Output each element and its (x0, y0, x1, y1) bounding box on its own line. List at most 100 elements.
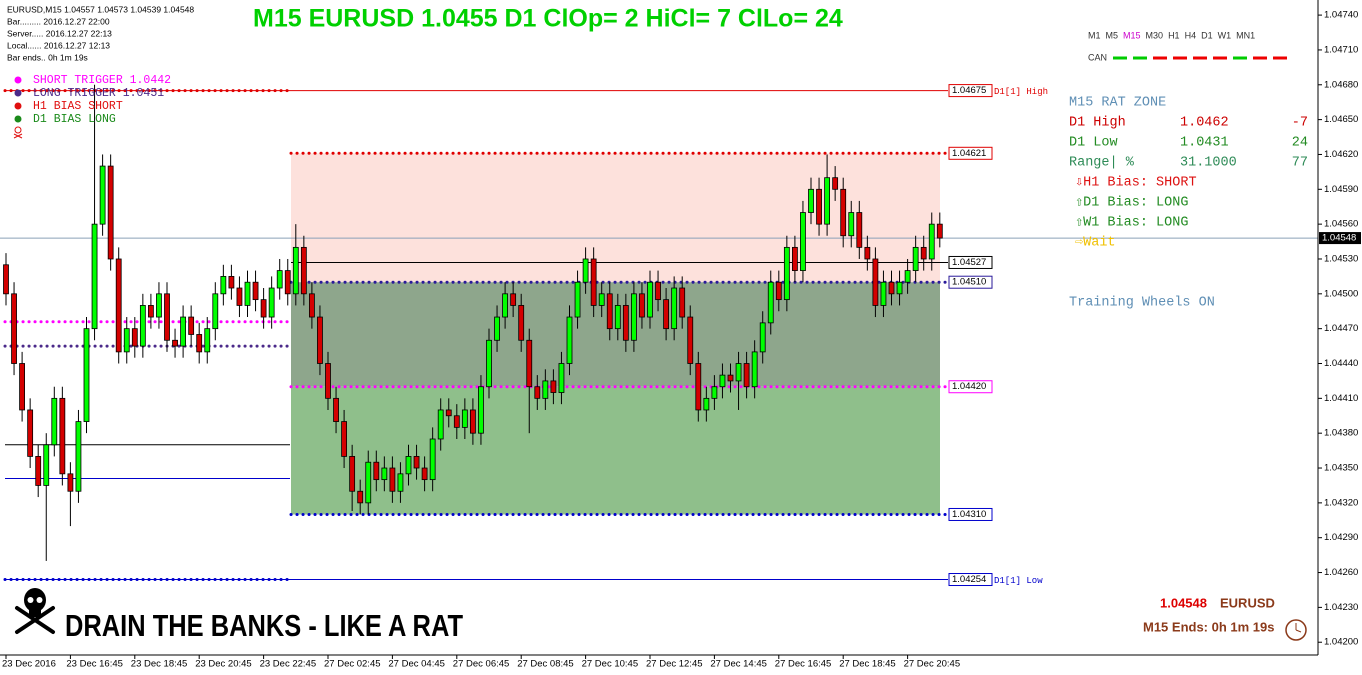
candle-body (792, 246, 798, 271)
candle-body (131, 328, 138, 347)
zones (291, 153, 940, 515)
candle-body (703, 397, 710, 411)
candle-body (888, 281, 895, 295)
x-tick-label: 27 Dec 02:45 (324, 659, 381, 670)
candle-body (413, 456, 420, 469)
panel-title: M15 RAT ZONE (1069, 96, 1166, 111)
candle-body (864, 246, 871, 260)
y-tick-label: 1.04230 (1324, 602, 1358, 613)
skull-icon (15, 588, 55, 634)
candle-body (671, 287, 678, 330)
candle-body (300, 246, 307, 295)
level-tag: D1[1] Low (994, 576, 1043, 586)
candle-body (83, 328, 90, 422)
candle-body (27, 409, 34, 457)
candle-body (856, 212, 863, 248)
x-tick-label: 23 Dec 22:45 (260, 659, 317, 670)
panel-cell: 77 (1292, 156, 1308, 171)
candle-body (832, 177, 839, 190)
panel-cell: Range| % (1069, 156, 1135, 171)
legend-dot (14, 89, 22, 97)
skull (24, 588, 46, 612)
level-label-box (948, 146, 993, 160)
x-tick-label: 27 Dec 06:45 (453, 659, 510, 670)
candle-body (19, 363, 26, 411)
x-tick-label: 23 Dec 18:45 (131, 659, 188, 670)
candle-body (188, 316, 195, 335)
candle-body (115, 258, 122, 353)
timeframe-button[interactable]: H1 (1168, 30, 1180, 40)
candle-body (308, 293, 315, 318)
candle-body (542, 380, 549, 399)
x-tick-label: 27 Dec 08:45 (517, 659, 574, 670)
y-tick-label: 1.04290 (1324, 532, 1358, 543)
candle-body (325, 363, 331, 399)
legend-label: LONG TRIGGER 1.0451 (33, 87, 164, 100)
candle-body (880, 281, 887, 306)
candle-body (912, 246, 919, 271)
candle-body (429, 438, 436, 481)
candle-body (614, 305, 621, 330)
timeframe-button[interactable]: MN1 (1236, 30, 1255, 40)
candle-body (590, 258, 597, 306)
panel-cell: -7 (1292, 116, 1308, 131)
eye (36, 597, 43, 603)
candle-body (647, 281, 653, 318)
candle-body (767, 281, 774, 324)
zone (291, 282, 940, 387)
y-tick-label: 1.04260 (1324, 567, 1358, 578)
candle-body (800, 212, 806, 271)
timeframe-button[interactable]: M5 (1106, 30, 1119, 40)
candle-body (59, 397, 66, 475)
candle-body (679, 287, 686, 318)
candle-body (317, 316, 323, 364)
candle-body (928, 223, 935, 260)
candle-body (639, 293, 645, 318)
x-tick-label: 27 Dec 10:45 (582, 659, 639, 670)
candle-body (107, 165, 114, 260)
candle-body (139, 305, 146, 347)
candle-body (783, 246, 790, 301)
timeframe-button[interactable]: M15 (1123, 30, 1141, 40)
candle-body (445, 409, 452, 417)
info-line: EURUSD,M15 1.04557 1.04573 1.04539 1.045… (7, 4, 194, 14)
y-tick-label: 1.04590 (1324, 184, 1358, 195)
timeframe-button[interactable]: W1 (1218, 30, 1232, 40)
candle-body (816, 188, 822, 225)
candle-body (172, 339, 178, 347)
candle-body (872, 258, 879, 306)
candle-body (373, 461, 380, 481)
overlay: EURUSD,M15 1.04557 1.04573 1.04539 1.045… (7, 4, 1308, 250)
candle-body (478, 386, 484, 434)
x-tick-label: 27 Dec 18:45 (839, 659, 896, 670)
timeframe-button[interactable]: M30 (1146, 30, 1164, 40)
bias-line: ⇩H1 Bias: SHORT (1075, 176, 1197, 191)
candle-body (147, 305, 154, 318)
panel-cell: 1.0431 (1180, 136, 1229, 151)
candle-body (35, 456, 42, 486)
y-tick-label: 1.04320 (1324, 497, 1358, 508)
candle-body (848, 212, 855, 237)
candle-body (808, 188, 814, 213)
timeframe-button[interactable]: H4 (1185, 30, 1197, 40)
candle-body (292, 246, 299, 295)
candle-body (486, 339, 492, 388)
legend-dot (14, 76, 22, 84)
candle-body (631, 293, 637, 341)
bias-line: ⇨Wait (1075, 236, 1116, 251)
candle-body (453, 415, 460, 428)
footer-bar-ends: M15 Ends: 0h 1m 19s (1143, 619, 1275, 634)
level-label: 1.04420 (952, 381, 986, 392)
x-tick-label: 23 Dec 16:45 (66, 659, 123, 670)
candle-body (920, 246, 927, 260)
bias-line: ⇧D1 Bias: LONG (1075, 196, 1188, 211)
candle-body (51, 397, 58, 446)
candle-body (687, 316, 694, 364)
info-line: Bar......... 2016.12.27 22:00 (7, 16, 110, 26)
y-tick-label: 1.04350 (1324, 463, 1358, 474)
timeframe-button[interactable]: D1 (1201, 30, 1213, 40)
bone (15, 606, 55, 634)
timeframe-button[interactable]: M1 (1088, 30, 1101, 40)
candle-body (904, 270, 911, 283)
